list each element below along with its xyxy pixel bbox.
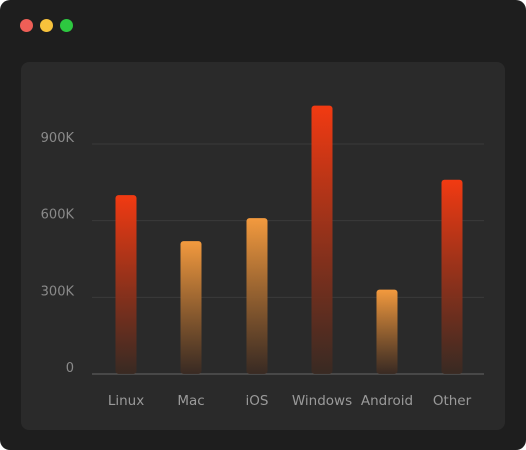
x-tick-label: Linux [108,393,144,409]
bar-linux [115,195,137,374]
window-controls [20,19,73,32]
bar-mac [180,241,202,374]
bar-ios [246,218,268,374]
y-axis-ticks: 0 300K 600K 900K [41,131,75,376]
y-tick-label: 300K [41,284,75,299]
y-tick-label: 0 [66,361,74,376]
bar-android [376,289,398,374]
grid-lines [92,143,484,375]
x-axis-ticks: Linux Mac iOS Windows Android Other [108,393,472,409]
y-tick-label: 900K [41,131,75,146]
x-tick-label: Other [433,393,472,409]
maximize-window-button[interactable] [60,19,73,32]
x-tick-label: Android [361,393,413,409]
bar-windows [311,105,333,375]
bars [115,105,463,375]
close-window-button[interactable] [20,19,33,32]
x-tick-label: iOS [246,393,269,409]
y-tick-label: 600K [41,208,75,223]
bar-other [441,179,463,374]
minimize-window-button[interactable] [40,19,53,32]
x-tick-label: Windows [292,393,352,409]
x-tick-label: Mac [177,393,204,409]
